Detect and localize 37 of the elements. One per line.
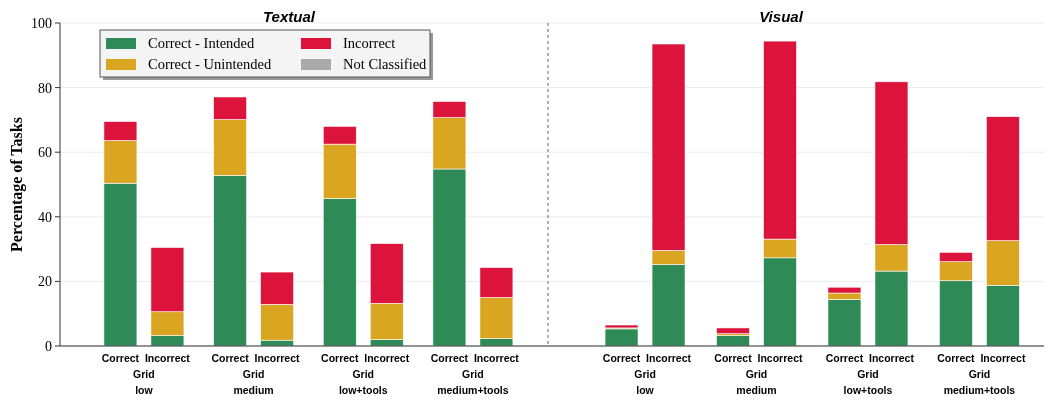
y-tick-label: 40 [38, 209, 52, 225]
x-tick-label: Incorrect [980, 352, 1026, 364]
x-tick-label: Incorrect [473, 352, 520, 364]
x-tick-label: Incorrect [144, 352, 191, 364]
x-tick-label: Correct [101, 352, 140, 364]
text: Grid medium [736, 368, 777, 396]
chart-title: Visual [759, 8, 804, 25]
text: Grid low [133, 368, 155, 396]
x-tick-label: Correct [825, 352, 864, 364]
text: Grid low [634, 368, 656, 396]
x-tick-label: Correct [937, 352, 976, 364]
x-tick-label: Correct [714, 352, 753, 364]
x-tick-label: Correct [321, 352, 359, 364]
y-tick-label: 100 [31, 15, 52, 31]
x-tick-label: Correct [211, 352, 250, 364]
x-tick-label: Incorrect [646, 352, 692, 364]
chart-title: Textual [263, 8, 316, 25]
text: Grid low+tools [843, 368, 893, 396]
x-tick-label: Incorrect [868, 352, 915, 364]
y-tick-label: 20 [38, 274, 52, 290]
x-tick-label: Correct [602, 352, 641, 364]
text: Grid medium [233, 368, 274, 396]
text: Grid low+tools [338, 368, 388, 396]
legend-label: Correct - Intended [148, 35, 256, 51]
y-tick-label: 0 [45, 338, 52, 354]
x-tick-label: Incorrect [364, 352, 410, 364]
legend-label: Not Classified [343, 56, 428, 72]
y-axis-title: Percentage of Tasks [8, 117, 26, 252]
x-tick-label: Correct [430, 352, 469, 364]
legend-label: Correct - Unintended [148, 56, 272, 72]
y-tick-label: 60 [38, 145, 52, 161]
legend-label: Incorrect [343, 35, 396, 51]
text: Grid medium+tools [943, 368, 1016, 396]
x-tick-label: Incorrect [757, 352, 803, 364]
y-tick-label: 80 [38, 80, 52, 96]
x-tick-label: Incorrect [254, 352, 301, 364]
text: Grid medium+tools [437, 368, 509, 396]
